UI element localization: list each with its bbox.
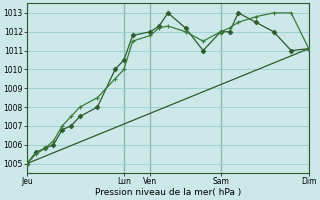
X-axis label: Pression niveau de la mer( hPa ): Pression niveau de la mer( hPa ) <box>95 188 241 197</box>
